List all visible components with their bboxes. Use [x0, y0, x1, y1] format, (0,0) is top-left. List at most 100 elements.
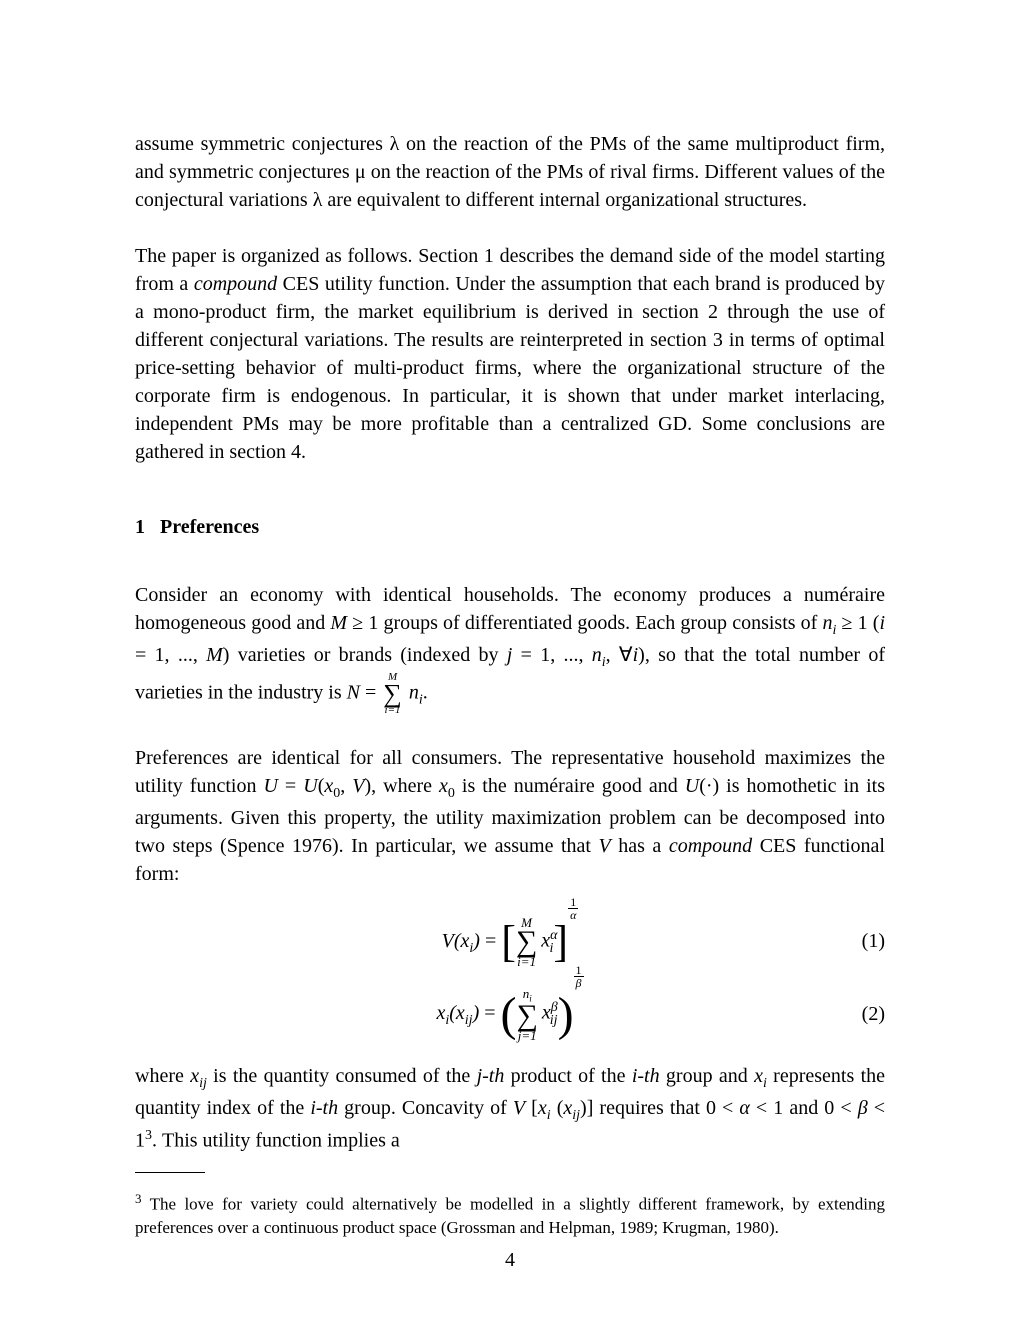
var-U3: U [685, 775, 699, 797]
left-bracket-icon: [ [501, 920, 516, 964]
footnote-text: The love for variety could alternatively… [135, 1195, 885, 1237]
p3-t7: , ∀ [606, 644, 633, 666]
sub-i3: i [419, 693, 423, 708]
sum-symbol-icon: ∑ [516, 927, 537, 957]
var-M2: M [206, 644, 223, 666]
var-U2: U [303, 775, 317, 797]
eq1-term: xαi [541, 928, 553, 957]
paragraph-3: Consider an economy with identical house… [135, 581, 885, 716]
eq2-paren: ( ni ∑ j=1 xβij ) [501, 987, 574, 1043]
eq1-sum: M ∑ i=1 [516, 916, 537, 968]
left-paren-icon: ( [501, 991, 517, 1039]
jth: j-th [477, 1065, 505, 1087]
eq1-exp-num: 1 [568, 896, 578, 909]
eq1-number: (1) [862, 930, 885, 953]
ith2: i-th [310, 1097, 338, 1119]
eq2-term: xβij [542, 1000, 558, 1029]
var-alpha: α [739, 1097, 750, 1119]
sub-0b: 0 [448, 786, 455, 801]
footnote: 3 The love for variety could alternative… [135, 1190, 885, 1240]
eq1-content: V(xi) = [ M ∑ i=1 xαi ] 1α [442, 916, 579, 968]
var-beta: β [858, 1097, 868, 1119]
footnote-marker: 3 [145, 1128, 152, 1143]
p4-compound: compound [669, 835, 752, 857]
paragraph-1: assume symmetric conjectures λ on the re… [135, 130, 885, 214]
p3-t2: ≥ 1 groups of differentiated goods. Each… [347, 612, 822, 634]
eq2-arg-x: x [456, 1002, 465, 1024]
ith: i-th [632, 1065, 660, 1087]
p5-t6: group. Concavity of [338, 1097, 513, 1119]
eq1-exponent: 1α [568, 896, 578, 921]
var-n2: n [592, 644, 602, 666]
p3-t3: ≥ 1 ( [836, 612, 879, 634]
paragraph-2: The paper is organized as follows. Secti… [135, 242, 885, 466]
p5-t8: < 1 and 0 < [750, 1097, 858, 1119]
sum-block: M∑i=1 [383, 672, 402, 716]
eq1-term-x: x [541, 930, 550, 952]
eq2-exponent: 1β [574, 964, 584, 989]
section-heading: 1 Preferences [135, 516, 885, 539]
right-paren-icon: ) [558, 991, 574, 1039]
paragraph-5: where xij is the quantity consumed of th… [135, 1062, 885, 1154]
p4-t2: = [278, 775, 303, 797]
eq2-sum-bot: j=1 [517, 1029, 538, 1042]
p5-t1: where [135, 1065, 190, 1087]
p5-t4: group and [660, 1065, 754, 1087]
eq2-exp-den: β [574, 977, 584, 989]
var-U: U [263, 775, 277, 797]
section-number: 1 [135, 516, 145, 538]
sum-symbol-icon-2: ∑ [517, 1001, 538, 1031]
p5-t10: . This utility function implies a [152, 1129, 400, 1151]
eq2-sum: ni ∑ j=1 [517, 987, 538, 1043]
var-V2: V [599, 835, 611, 857]
var-xij: x [190, 1065, 199, 1087]
var-V3: V [513, 1097, 525, 1119]
eq2-lhs-x: x [436, 1002, 445, 1024]
eq2-arg-sub: ij [465, 1013, 473, 1028]
eq2-term-sub: ij [550, 1013, 558, 1028]
sub-ij: ij [199, 1076, 207, 1091]
para2-compound-word: compound [194, 273, 277, 295]
p4-t5: ), where [364, 775, 439, 797]
page-container: assume symmetric conjectures λ on the re… [0, 0, 1020, 1320]
var-xij2: x [563, 1097, 572, 1119]
para2-text-b: CES utility function. Under the assumpti… [135, 273, 885, 463]
equation-1: V(xi) = [ M ∑ i=1 xαi ] 1α (1) [135, 916, 885, 968]
var-x0a: x [324, 775, 333, 797]
eq1-sum-bot: i=1 [516, 955, 537, 968]
var-xi: x [754, 1065, 763, 1087]
p5-t2: is the quantity consumed of the [207, 1065, 477, 1087]
sub-i5: i [547, 1108, 551, 1123]
eq1-V: V [442, 930, 454, 952]
var-xi2: x [538, 1097, 547, 1119]
var-n3: n [409, 682, 419, 704]
var-i: i [879, 612, 885, 634]
section-title: Preferences [160, 516, 259, 538]
p4-t6: is the numéraire good and [455, 775, 685, 797]
sub-ij2: ij [572, 1108, 580, 1123]
eq1-bracket: [ M ∑ i=1 xαi ] [501, 916, 568, 968]
eq1-arg-sub: i [469, 941, 473, 956]
var-M: M [330, 612, 347, 634]
p5-t7: requires that 0 < [593, 1097, 739, 1119]
p5-t3: product of the [504, 1065, 631, 1087]
p3-t6: = 1, ..., [512, 644, 591, 666]
eq2-lhs-sub: i [445, 1013, 449, 1028]
p4-t4: , [340, 775, 352, 797]
sum-bottom: i=1 [383, 705, 402, 716]
var-V: V [352, 775, 364, 797]
eq1-exp-den: α [568, 909, 578, 921]
footnote-rule [135, 1172, 205, 1173]
right-bracket-icon: ] [553, 920, 568, 964]
equation-2: xi(xij) = ( ni ∑ j=1 xβij ) 1β (2) [135, 986, 885, 1042]
eq2-content: xi(xij) = ( ni ∑ j=1 xβij ) 1β [436, 986, 583, 1042]
paragraph-4: Preferences are identical for all consum… [135, 744, 885, 888]
var-N: N [347, 682, 360, 704]
p4-t8: has a [611, 835, 669, 857]
page-number: 4 [0, 1249, 1020, 1272]
p3-t5: ) varieties or brands (indexed by [223, 644, 507, 666]
eq2-number: (2) [862, 1003, 885, 1026]
var-x0b: x [439, 775, 448, 797]
p3-t4: = 1, ..., [135, 644, 206, 666]
var-n: n [822, 612, 832, 634]
